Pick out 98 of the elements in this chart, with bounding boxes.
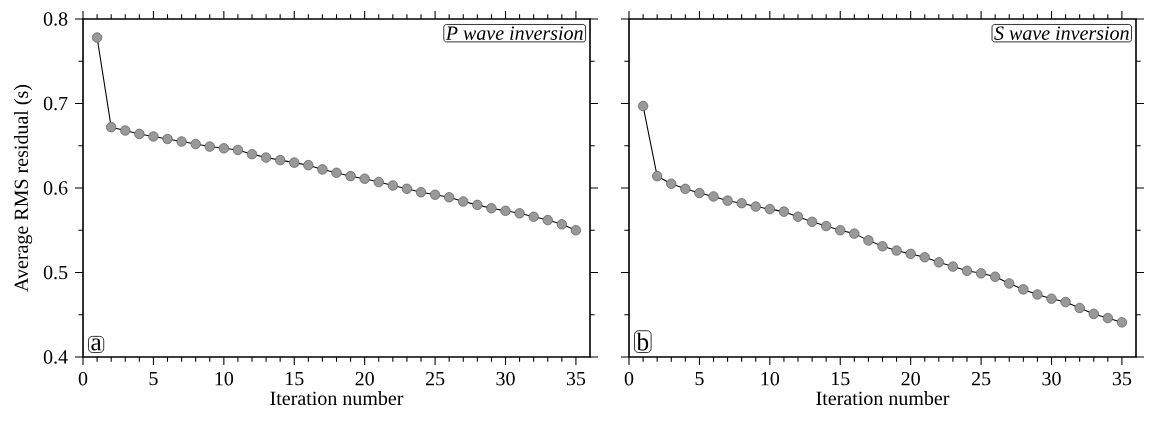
point: [806, 216, 818, 227]
point: [1116, 317, 1128, 328]
x-tick-label: 0: [78, 371, 88, 386]
x-tick-label: 20: [901, 371, 920, 386]
point: [637, 100, 649, 112]
x-tick-label: 30: [1042, 371, 1061, 386]
y-tick-label: 0.7: [43, 96, 68, 111]
point: [303, 160, 314, 171]
point: [387, 180, 398, 191]
point: [694, 187, 705, 199]
point: [652, 171, 663, 182]
point: [444, 192, 455, 203]
point: [849, 228, 860, 239]
y-tick-label: 0.8: [43, 12, 68, 26]
point: [359, 173, 370, 184]
point: [458, 196, 469, 207]
x-tick-label: 35: [566, 371, 586, 386]
point: [190, 138, 201, 150]
x-tick-label: 35: [1112, 371, 1132, 386]
y-tick-label: 0.6: [43, 181, 68, 195]
point: [778, 206, 790, 217]
point: [990, 271, 1001, 282]
point: [275, 154, 286, 166]
x-tick-label: 15: [286, 371, 304, 386]
point: [514, 208, 525, 219]
point: [176, 136, 187, 147]
point: [401, 183, 413, 194]
point: [218, 143, 229, 154]
x-tick-label: 25: [971, 371, 991, 386]
x-axis-title: Iteration number: [816, 391, 950, 406]
point: [246, 149, 258, 160]
point: [542, 214, 553, 226]
point: [1032, 289, 1043, 300]
point: [570, 225, 582, 236]
point: [835, 225, 846, 236]
x-tick-label: 30: [496, 371, 515, 386]
x-tick-label: 10: [215, 371, 234, 386]
point: [232, 144, 244, 156]
point: [91, 32, 103, 43]
point: [891, 245, 902, 256]
y-tick-label: 0.4: [43, 350, 68, 364]
x-tick-label: 15: [832, 371, 850, 386]
point: [486, 203, 497, 214]
annotation: S wave inversion: [994, 26, 1129, 40]
point: [373, 176, 384, 188]
point: [1018, 284, 1029, 295]
y-tick-label: 0.5: [43, 265, 68, 280]
x-tick-label: 20: [355, 371, 374, 386]
point: [905, 248, 916, 260]
point: [120, 125, 131, 136]
point: [1074, 302, 1085, 314]
point: [106, 122, 117, 133]
point: [162, 133, 173, 145]
point: [919, 252, 930, 263]
x-tick-label: 10: [761, 371, 780, 386]
point: [317, 164, 328, 175]
point: [863, 235, 874, 246]
point: [289, 157, 300, 168]
point: [764, 203, 775, 215]
point: [680, 183, 691, 194]
annotation: P wave inversion: [445, 26, 583, 40]
x-tick-label: 0: [624, 371, 634, 386]
point: [821, 220, 832, 232]
point: [708, 191, 719, 202]
x-tick-label: 25: [425, 371, 445, 386]
annotation: a: [91, 338, 102, 351]
y-axis-title: Average RMS residual (s): [13, 84, 33, 292]
point: [260, 152, 272, 163]
point: [556, 219, 567, 230]
point: [148, 131, 159, 142]
point: [415, 187, 427, 198]
point: [204, 141, 215, 152]
point: [1004, 278, 1015, 289]
point: [666, 178, 677, 189]
point: [331, 167, 342, 178]
point: [750, 201, 761, 212]
point: [722, 195, 733, 206]
point: [500, 205, 511, 216]
point: [961, 265, 973, 276]
point: [1046, 293, 1057, 304]
point: [134, 128, 145, 140]
point: [975, 268, 987, 279]
point: [736, 198, 747, 209]
x-tick-label: 5: [695, 371, 704, 386]
point: [345, 171, 356, 182]
annotation: b: [636, 332, 649, 351]
point: [429, 189, 441, 200]
point: [947, 261, 959, 272]
point: [1088, 308, 1099, 320]
point: [472, 199, 483, 211]
point: [877, 241, 888, 252]
x-axis-title: Iteration number: [270, 391, 404, 406]
x-tick-label: 5: [149, 371, 158, 386]
point: [792, 211, 804, 222]
point: [1102, 312, 1113, 324]
point: [933, 257, 944, 268]
point: [528, 211, 539, 222]
point: [1060, 296, 1071, 308]
